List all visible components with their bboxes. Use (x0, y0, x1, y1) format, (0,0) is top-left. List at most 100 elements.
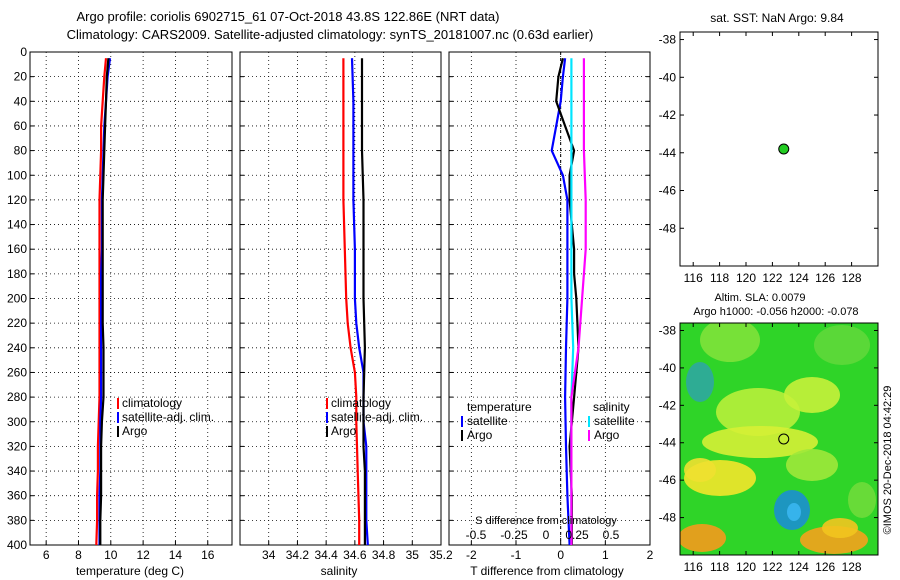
sla-blob (702, 426, 818, 458)
title-line1: Argo profile: coriolis 6902715_61 07-Oct… (76, 9, 499, 24)
series-line-satellite-adj-clim- (350, 58, 369, 546)
x-tick-label: 34.4 (314, 548, 338, 562)
temperature-panel: 0 20 40 60 80 100 120 140 160 180 200 220 240 260 280 3… (7, 45, 233, 562)
map-y-tick-label: -44 (659, 436, 677, 450)
imos-watermark: ©IMOS 20-Dec-2018 04:42:29 (882, 386, 894, 535)
legend-label: Argo (331, 424, 357, 438)
y-tick-label: 220 (7, 316, 27, 330)
y-tick-label: 60 (14, 119, 28, 133)
sla-map-title1: Altim. SLA: 0.0079 (714, 292, 805, 304)
y-tick-label: 0 (20, 45, 27, 59)
map-y-tick-label: -48 (659, 511, 677, 525)
x-tick-label: 2 (647, 548, 654, 562)
temperature-xlabel: temperature (deg C) (76, 564, 184, 578)
legend-label: satellite-adj. clim. (331, 410, 423, 424)
y-tick-label: 80 (14, 144, 28, 158)
sla-blob (784, 377, 840, 413)
y-tick-label: 140 (7, 218, 27, 232)
sst-map-title: sat. SST: NaN Argo: 9.84 (710, 11, 844, 25)
legend-label: satellite (594, 414, 635, 428)
map-y-tick-label: -42 (659, 398, 677, 412)
legend-label: satellite (467, 414, 508, 428)
legend-label: satellite-adj. clim. (122, 410, 214, 424)
map-x-tick-label: 126 (815, 271, 835, 285)
map-x-tick-label: 128 (842, 271, 862, 285)
map-y-tick-label: -46 (659, 184, 677, 198)
map-x-tick-label: 128 (842, 560, 862, 574)
sla-blob (787, 503, 801, 521)
y-tick-label: 360 (7, 489, 27, 503)
s-tick-label: 0 (543, 528, 550, 542)
series-line-argo (360, 58, 366, 545)
y-tick-label: 320 (7, 439, 27, 453)
map-frame (679, 31, 879, 267)
x-tick-label: 16 (201, 548, 215, 562)
y-tick-label: 160 (7, 242, 27, 256)
map-y-tick-label: -46 (659, 473, 677, 487)
map-x-tick-label: 120 (736, 560, 756, 574)
series-line-t-satellite (550, 58, 571, 546)
legend-label: Argo (594, 428, 620, 442)
argo-location-marker (778, 433, 790, 445)
map-y-tick-label: -40 (659, 361, 677, 375)
sla-blob (814, 325, 870, 365)
sla-field (680, 323, 878, 555)
y-tick-label: 100 (7, 168, 27, 182)
x-tick-label: 10 (104, 548, 118, 562)
y-tick-label: 260 (7, 365, 27, 379)
salinity-panel: 34 34.2 34.4 34.6 34.8 35 35.2 climatologysatel… (239, 51, 453, 562)
argo-location-marker (778, 143, 790, 155)
map-x-tick-label: 116 (684, 271, 703, 285)
y-tick-label: 40 (14, 94, 28, 108)
s-tick-label: 0.5 (603, 528, 620, 542)
y-tick-label: 200 (7, 292, 27, 306)
series-line-climatology (342, 58, 361, 545)
sst-map-panel: -38 -40 -42 -44 -46 -48 116 118 120 122 124 126 128 (659, 31, 879, 285)
x-tick-label: 34 (262, 548, 276, 562)
series-line-s-argo (570, 58, 587, 545)
map-y-tick-label: -48 (659, 221, 677, 235)
sla-map-panel: -38 -40 -42 -44 -46 -48 116 118 120 122 124 126 128 (659, 322, 879, 574)
map-x-tick-label: 116 (684, 560, 703, 574)
map-x-tick-label: 124 (789, 560, 809, 574)
x-tick-label: 34.6 (343, 548, 367, 562)
legend-label: Argo (122, 424, 148, 438)
y-tick-label: 280 (7, 390, 27, 404)
y-tick-label: 120 (7, 193, 27, 207)
x-tick-label: 1 (602, 548, 609, 562)
sla-blob (684, 458, 716, 482)
map-frame (679, 322, 879, 556)
map-x-tick-label: 122 (762, 560, 782, 574)
series-line-argo (99, 58, 110, 545)
map-x-tick-label: 126 (815, 560, 835, 574)
x-tick-label: 6 (43, 548, 50, 562)
y-tick-label: 300 (7, 415, 27, 429)
map-x-tick-label: 122 (762, 271, 782, 285)
x-tick-label: 35 (406, 548, 420, 562)
sla-blob (680, 524, 726, 552)
map-y-tick-label: -40 (659, 70, 677, 84)
sla-blob (700, 323, 760, 362)
map-x-tick-label: 120 (736, 271, 756, 285)
y-tick-label: 20 (14, 70, 28, 84)
map-x-tick-label: 124 (789, 271, 809, 285)
sla-blob (786, 449, 838, 481)
map-x-tick-label: 118 (710, 560, 729, 574)
sla-blob (716, 388, 800, 436)
x-tick-label: 0 (557, 548, 564, 562)
y-tick-label: 180 (7, 267, 27, 281)
x-tick-label: 14 (169, 548, 183, 562)
x-tick-label: 12 (136, 548, 150, 562)
x-tick-label: 34.2 (286, 548, 310, 562)
series-line-climatology (95, 58, 108, 546)
map-x-tick-label: 118 (710, 271, 729, 285)
legend-label: climatology (122, 396, 182, 410)
title-line2: Climatology: CARS2009. Satellite-adjuste… (67, 27, 594, 42)
map-y-tick-label: -38 (659, 33, 677, 47)
legend-label: Argo (467, 428, 493, 442)
salinity-xlabel: salinity (321, 564, 358, 578)
s-tick-label: -0.25 (500, 528, 528, 542)
sla-map-title2: Argo h1000: -0.056 h2000: -0.078 (693, 306, 858, 318)
